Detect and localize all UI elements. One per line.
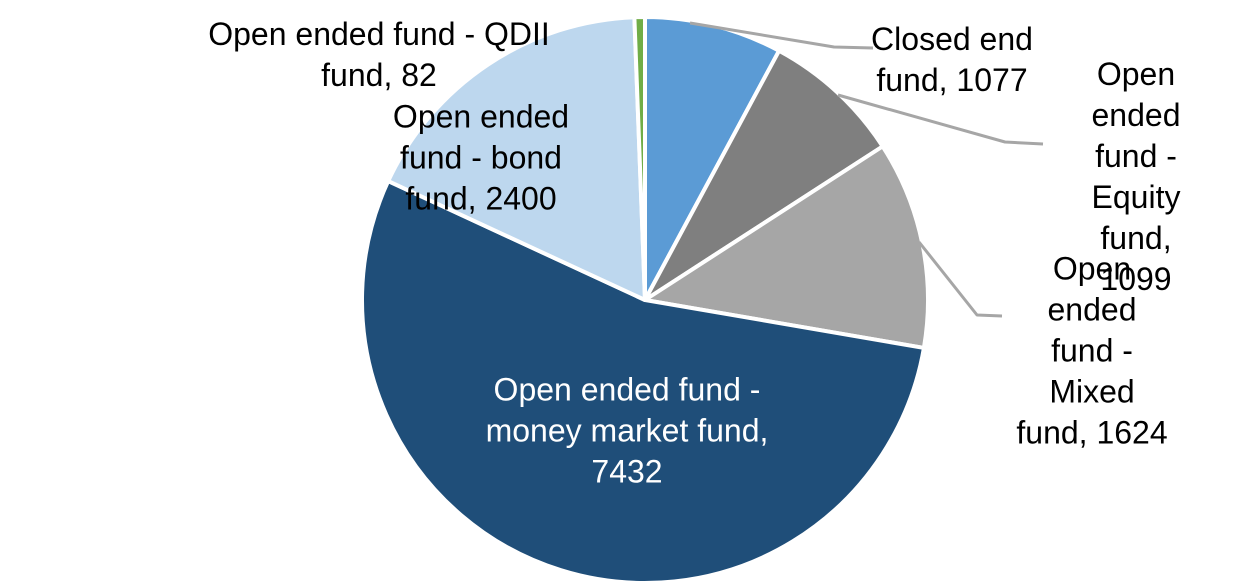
pie-slice-bond-fund <box>386 15 647 302</box>
leader-line-equity-fund <box>837 93 1044 146</box>
pie-slice-money-market-fund <box>360 179 926 584</box>
leader-line-mixed-fund <box>917 241 1003 318</box>
pie-slice-qdii-fund <box>632 15 647 302</box>
pie-slice-mixed-fund <box>643 144 930 350</box>
pie-slice-equity-fund <box>643 48 885 302</box>
leader-line-closed-end-fund <box>689 21 874 50</box>
